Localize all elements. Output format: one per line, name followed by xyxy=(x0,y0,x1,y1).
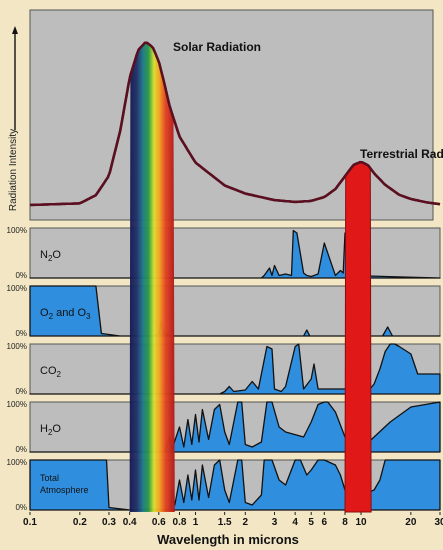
solar-spectrum-band xyxy=(129,42,175,513)
y-tick-100: 100% xyxy=(7,400,27,409)
x-tick-label: 0.4 xyxy=(123,517,137,528)
x-tick-label: 2 xyxy=(243,517,249,528)
x-tick-label: 4 xyxy=(292,517,298,528)
gas-label: Total xyxy=(40,473,59,483)
absorption-panel-bg xyxy=(29,227,441,279)
gas-label: O2 and O3 xyxy=(40,307,91,321)
x-tick-label: 10 xyxy=(355,517,367,528)
x-tick-label: 5 xyxy=(308,517,314,528)
y-tick-100: 100% xyxy=(7,226,27,235)
solar-radiation-label: Solar Radiation xyxy=(173,40,261,54)
y-axis-label: Radiation Intensity xyxy=(8,129,19,211)
x-tick-label: 3 xyxy=(272,517,278,528)
x-tick-label: 0.3 xyxy=(102,517,116,528)
y-tick-0: 0% xyxy=(15,387,27,396)
gas-label: N2O xyxy=(40,249,61,263)
x-tick-label: 0.2 xyxy=(73,517,87,528)
x-tick-label: 1 xyxy=(193,517,199,528)
x-tick-label: 20 xyxy=(405,517,417,528)
y-tick-0: 0% xyxy=(15,329,27,338)
absorption-panel-3: 100% 0% xyxy=(7,342,441,396)
y-axis-arrowhead xyxy=(12,26,18,34)
y-tick-100: 100% xyxy=(7,458,27,467)
absorption-area xyxy=(29,229,441,279)
y-tick-0: 0% xyxy=(15,445,27,454)
y-tick-100: 100% xyxy=(7,284,27,293)
x-axis-label: Wavelength in microns xyxy=(157,532,299,547)
x-tick-label: 0.6 xyxy=(152,517,166,528)
gas-label: CO2 xyxy=(40,365,62,379)
absorption-panel-1: 100% 0% xyxy=(7,226,441,280)
y-tick-100: 100% xyxy=(7,342,27,351)
absorption-panel-bg xyxy=(29,343,441,395)
absorption-panel-4: 100% 0% xyxy=(7,400,441,454)
terrestrial-radiation-label: Terrestrial Radiation xyxy=(360,147,443,161)
gas-label: Atmosphere xyxy=(40,485,89,495)
y-tick-0: 0% xyxy=(15,271,27,280)
x-tick-label: 8 xyxy=(342,517,348,528)
absorption-area xyxy=(29,343,441,395)
terrestrial-band xyxy=(344,161,372,513)
panel-labels: N2O O2 and O3 CO2 H2O Total Atmosphere xyxy=(40,249,91,495)
radiation-bands xyxy=(29,41,441,513)
x-tick-label: 30 xyxy=(434,517,443,528)
y-tick-0: 0% xyxy=(15,503,27,512)
x-tick-label: 0.1 xyxy=(23,517,37,528)
absorption-panel-5: 100% 0% xyxy=(7,458,441,512)
x-tick-label: 1.5 xyxy=(218,517,232,528)
absorption-panels: 100% 0% 100% 0% 100% 0% 100% 0% 100% 0% xyxy=(7,226,441,512)
x-tick-label: 0.8 xyxy=(173,517,187,528)
x-tick-label: 6 xyxy=(322,517,328,528)
x-axis: 0.1 0.2 0.3 0.4 0.6 0.8 1 1.5 2 3 4 5 6 8 10 20 30 xyxy=(23,512,443,528)
gas-label: H2O xyxy=(40,423,61,437)
radiation-outline-overlay xyxy=(29,41,441,207)
